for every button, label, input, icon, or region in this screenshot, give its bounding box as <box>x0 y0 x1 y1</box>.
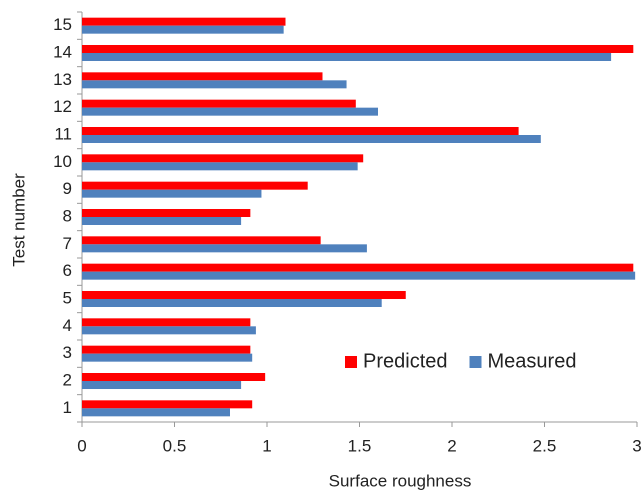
y-tick-label: 10 <box>53 152 72 171</box>
y-tick-label: 6 <box>63 261 72 280</box>
y-tick-label: 11 <box>54 124 72 143</box>
bar <box>82 326 256 335</box>
bar <box>82 53 612 61</box>
y-tick-label: 1 <box>63 398 72 417</box>
bar <box>82 381 242 389</box>
bar <box>82 271 636 280</box>
legend-swatch <box>469 356 482 368</box>
y-tick-label: 2 <box>63 370 72 389</box>
y-tick-label: 4 <box>63 316 72 335</box>
y-tick-label: 13 <box>53 70 72 89</box>
x-tick-label: 1.5 <box>348 436 372 455</box>
x-axis-label: Surface roughness <box>329 471 472 490</box>
bar <box>82 25 284 34</box>
bar <box>82 373 266 381</box>
y-tick-label: 14 <box>53 42 72 61</box>
legend-label: Predicted <box>363 350 448 372</box>
bar <box>82 99 356 108</box>
y-tick-label: 8 <box>63 206 72 225</box>
bar <box>82 162 358 171</box>
y-tick-label: 12 <box>53 97 72 116</box>
x-tick-label: 2 <box>447 436 456 455</box>
legend-swatch <box>345 356 357 368</box>
x-tick-label: 0.5 <box>163 436 187 455</box>
legend-label: Measured <box>488 350 577 372</box>
x-tick-label: 3 <box>632 436 641 455</box>
bar <box>82 236 321 245</box>
x-tick-label: 1 <box>262 436 271 455</box>
bar <box>82 45 634 53</box>
bar <box>82 72 323 81</box>
bar <box>82 181 308 190</box>
bar <box>82 107 378 116</box>
bar <box>82 318 251 327</box>
bar <box>82 263 634 272</box>
y-tick-label: 3 <box>63 343 72 362</box>
bar <box>82 217 242 225</box>
y-axis-label: Test number <box>9 173 28 267</box>
bar <box>82 400 253 409</box>
bar <box>82 189 262 198</box>
y-tick-label: 9 <box>63 179 72 198</box>
x-tick-label: 0 <box>77 436 86 455</box>
y-tick-label: 7 <box>63 234 72 253</box>
bar <box>82 17 286 26</box>
bar <box>82 244 367 253</box>
bar <box>82 408 230 417</box>
bar <box>82 353 253 362</box>
bar <box>82 291 406 299</box>
bar <box>82 127 519 135</box>
y-tick-label: 15 <box>53 15 72 34</box>
bar <box>82 80 347 89</box>
y-tick-label: 5 <box>63 288 72 307</box>
bar <box>82 299 382 307</box>
x-tick-label: 2.5 <box>533 436 557 455</box>
bar <box>82 154 364 163</box>
bar <box>82 345 251 354</box>
bar <box>82 209 251 217</box>
bar <box>82 135 541 143</box>
